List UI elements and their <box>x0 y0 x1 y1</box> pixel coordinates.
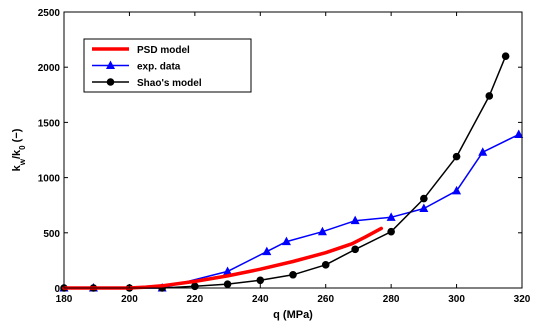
y-tick-label: 0 <box>54 284 60 295</box>
y-axis-label: kw/k0 (−) <box>11 128 27 171</box>
y-axis: 0 500 1000 1500 2000 2500 <box>38 8 522 295</box>
x-tick-label: 240 <box>252 294 269 305</box>
legend: PSD model exp. data Shao's model <box>83 38 252 93</box>
legend-item-psd-model: PSD model <box>92 45 190 56</box>
data-point <box>452 152 461 161</box>
x-tick-label: 300 <box>448 294 465 305</box>
data-point <box>321 261 330 269</box>
data-point <box>317 226 327 236</box>
data-point <box>256 276 265 285</box>
legend-label: Shao's model <box>137 78 202 89</box>
plot-frame <box>63 11 523 289</box>
data-point <box>501 52 510 60</box>
x-tick-label: 220 <box>187 294 204 305</box>
x-tick-label: 260 <box>317 294 334 305</box>
data-point <box>289 270 297 279</box>
x-tick-label: 200 <box>121 294 138 305</box>
y-tick-label: 1000 <box>38 174 61 185</box>
legend-marker <box>106 78 115 86</box>
legend-label: exp. data <box>137 62 181 73</box>
x-axis-label: q (MPa) <box>273 309 313 321</box>
y-tick-label: 500 <box>43 229 60 240</box>
x-tick-label: 320 <box>514 294 531 305</box>
data-point <box>452 185 462 195</box>
x-tick-label: 280 <box>383 294 400 305</box>
data-point <box>281 236 291 246</box>
x-tick-label: 180 <box>56 294 73 305</box>
data-point <box>223 266 233 275</box>
data-point <box>262 246 272 256</box>
series-shao-s-model <box>60 52 510 292</box>
data-point <box>387 227 395 236</box>
data-point <box>223 280 232 288</box>
legend-label: PSD model <box>137 45 190 56</box>
data-point <box>420 194 428 203</box>
data-point <box>478 147 488 156</box>
data-point <box>351 245 359 254</box>
data-point <box>386 212 396 221</box>
data-point <box>350 215 360 225</box>
data-point <box>514 129 524 139</box>
legend-marker <box>106 60 115 69</box>
y-tick-label: 2500 <box>38 8 61 19</box>
legend-item-shao-s-model: Shao's model <box>92 78 202 89</box>
x-axis: 180 200 220 240 260 280 300 320 <box>56 12 531 305</box>
legend-item-exp-data: exp. data <box>92 60 181 73</box>
data-point <box>419 203 429 213</box>
y-tick-label: 2000 <box>38 63 61 74</box>
y-tick-label: 1500 <box>38 118 61 129</box>
data-point <box>485 92 494 100</box>
